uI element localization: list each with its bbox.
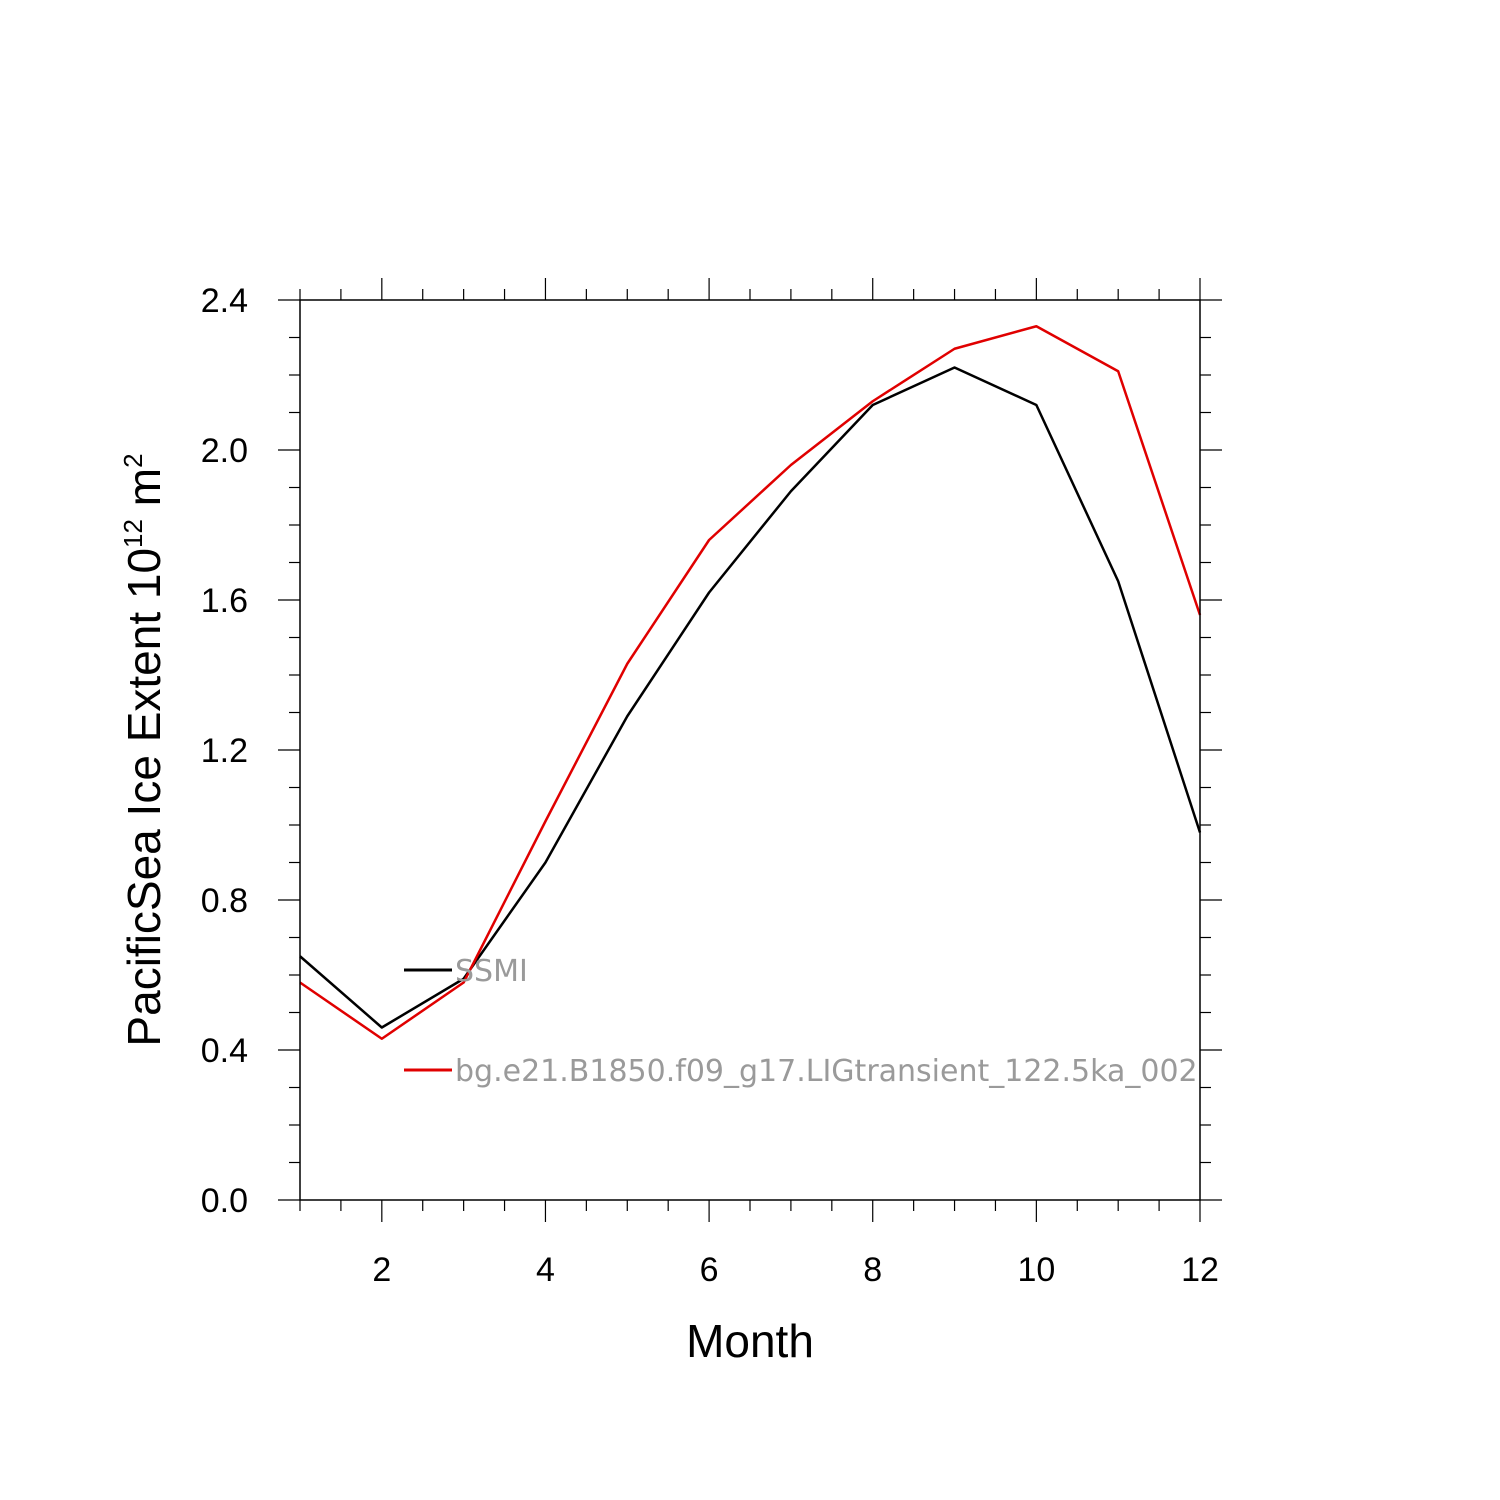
series-line-model (299, 325, 1202, 1040)
x-tick-label: 12 (1181, 1251, 1219, 1289)
y-axis-title-exponent: 12 (118, 519, 148, 548)
y-tick-label: 2.0 (201, 432, 248, 470)
y-axis-title-unit: m (118, 468, 170, 519)
series-lines (299, 325, 1202, 1040)
y-axis-title-unit-exponent: 2 (118, 453, 148, 467)
legend-label-model: bg.e21.B1850.f09_g17.LIGtransient_122.5k… (455, 1054, 1198, 1089)
x-tick-label: 10 (1017, 1251, 1055, 1289)
y-tick-label: 1.2 (201, 732, 248, 770)
tick-labels: 2 4 6 8 10 12 0.0 0.4 0.8 1.2 1.6 2.0 2.4 (201, 282, 1219, 1289)
y-axis-title-main: PacificSea Ice Extent 10 (118, 548, 170, 1047)
y-axis-title: PacificSea Ice Extent 1012 m2 (118, 453, 170, 1046)
x-axis-title: Month (686, 1315, 814, 1367)
x-tick-label: 4 (536, 1251, 555, 1289)
axis-ticks (278, 278, 1222, 1222)
y-tick-label: 0.4 (201, 1032, 248, 1070)
y-tick-label: 0.0 (201, 1182, 248, 1220)
y-tick-label: 1.6 (201, 582, 248, 620)
legend: SSMI bg.e21.B1850.f09_g17.LIGtransient_1… (404, 954, 1198, 1089)
legend-label-ssmi: SSMI (455, 954, 528, 989)
x-tick-label: 2 (372, 1251, 391, 1289)
y-tick-label: 2.4 (201, 282, 248, 320)
x-tick-label: 6 (700, 1251, 719, 1289)
plot-frame (299, 299, 1201, 1201)
y-tick-label: 0.8 (201, 882, 248, 920)
x-tick-label: 8 (863, 1251, 882, 1289)
series-line-ssmi (299, 366, 1202, 1029)
